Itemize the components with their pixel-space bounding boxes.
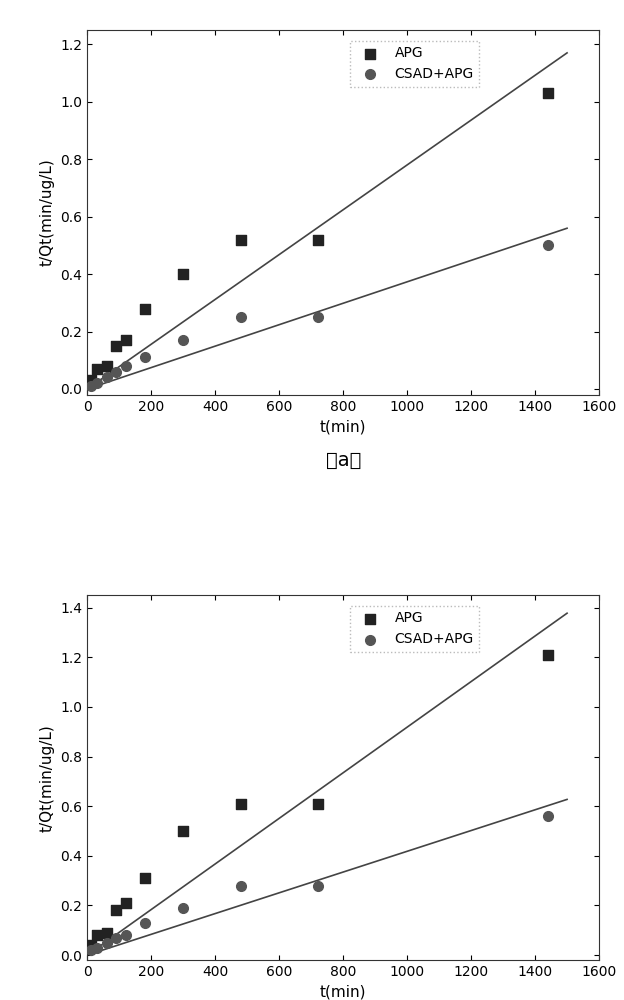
CSAD+APG xyxy=(543,237,553,253)
APG xyxy=(111,338,121,354)
APG xyxy=(102,925,112,941)
APG xyxy=(178,823,188,839)
CSAD+APG xyxy=(85,942,95,958)
CSAD+APG xyxy=(178,900,188,916)
APG xyxy=(236,232,246,248)
CSAD+APG xyxy=(111,364,121,380)
Legend: APG, CSAD+APG: APG, CSAD+APG xyxy=(350,41,479,87)
APG xyxy=(178,266,188,282)
CSAD+APG xyxy=(543,808,553,824)
APG xyxy=(543,647,553,663)
CSAD+APG xyxy=(85,378,95,394)
APG xyxy=(92,927,102,943)
X-axis label: t(min): t(min) xyxy=(320,419,366,434)
CSAD+APG xyxy=(92,375,102,391)
CSAD+APG xyxy=(236,878,246,894)
CSAD+APG xyxy=(313,309,323,325)
APG xyxy=(121,332,131,348)
Legend: APG, CSAD+APG: APG, CSAD+APG xyxy=(350,606,479,652)
Y-axis label: t/Qt(min/ug/L): t/Qt(min/ug/L) xyxy=(40,724,55,832)
CSAD+APG xyxy=(121,927,131,943)
Y-axis label: t/Qt(min/ug/L): t/Qt(min/ug/L) xyxy=(40,158,55,266)
APG xyxy=(121,895,131,911)
Text: （a）: （a） xyxy=(326,451,361,470)
APG xyxy=(92,361,102,377)
X-axis label: t(min): t(min) xyxy=(320,984,366,999)
APG xyxy=(140,870,150,886)
APG xyxy=(111,902,121,918)
APG xyxy=(236,796,246,812)
APG xyxy=(543,85,553,101)
CSAD+APG xyxy=(140,349,150,365)
APG xyxy=(140,301,150,317)
APG xyxy=(313,232,323,248)
CSAD+APG xyxy=(102,369,112,385)
CSAD+APG xyxy=(236,309,246,325)
APG xyxy=(102,358,112,374)
APG xyxy=(313,796,323,812)
CSAD+APG xyxy=(140,915,150,931)
CSAD+APG xyxy=(313,878,323,894)
APG xyxy=(85,372,95,388)
CSAD+APG xyxy=(121,358,131,374)
CSAD+APG xyxy=(92,940,102,956)
CSAD+APG xyxy=(178,332,188,348)
CSAD+APG xyxy=(102,935,112,951)
APG xyxy=(85,937,95,953)
CSAD+APG xyxy=(111,930,121,946)
